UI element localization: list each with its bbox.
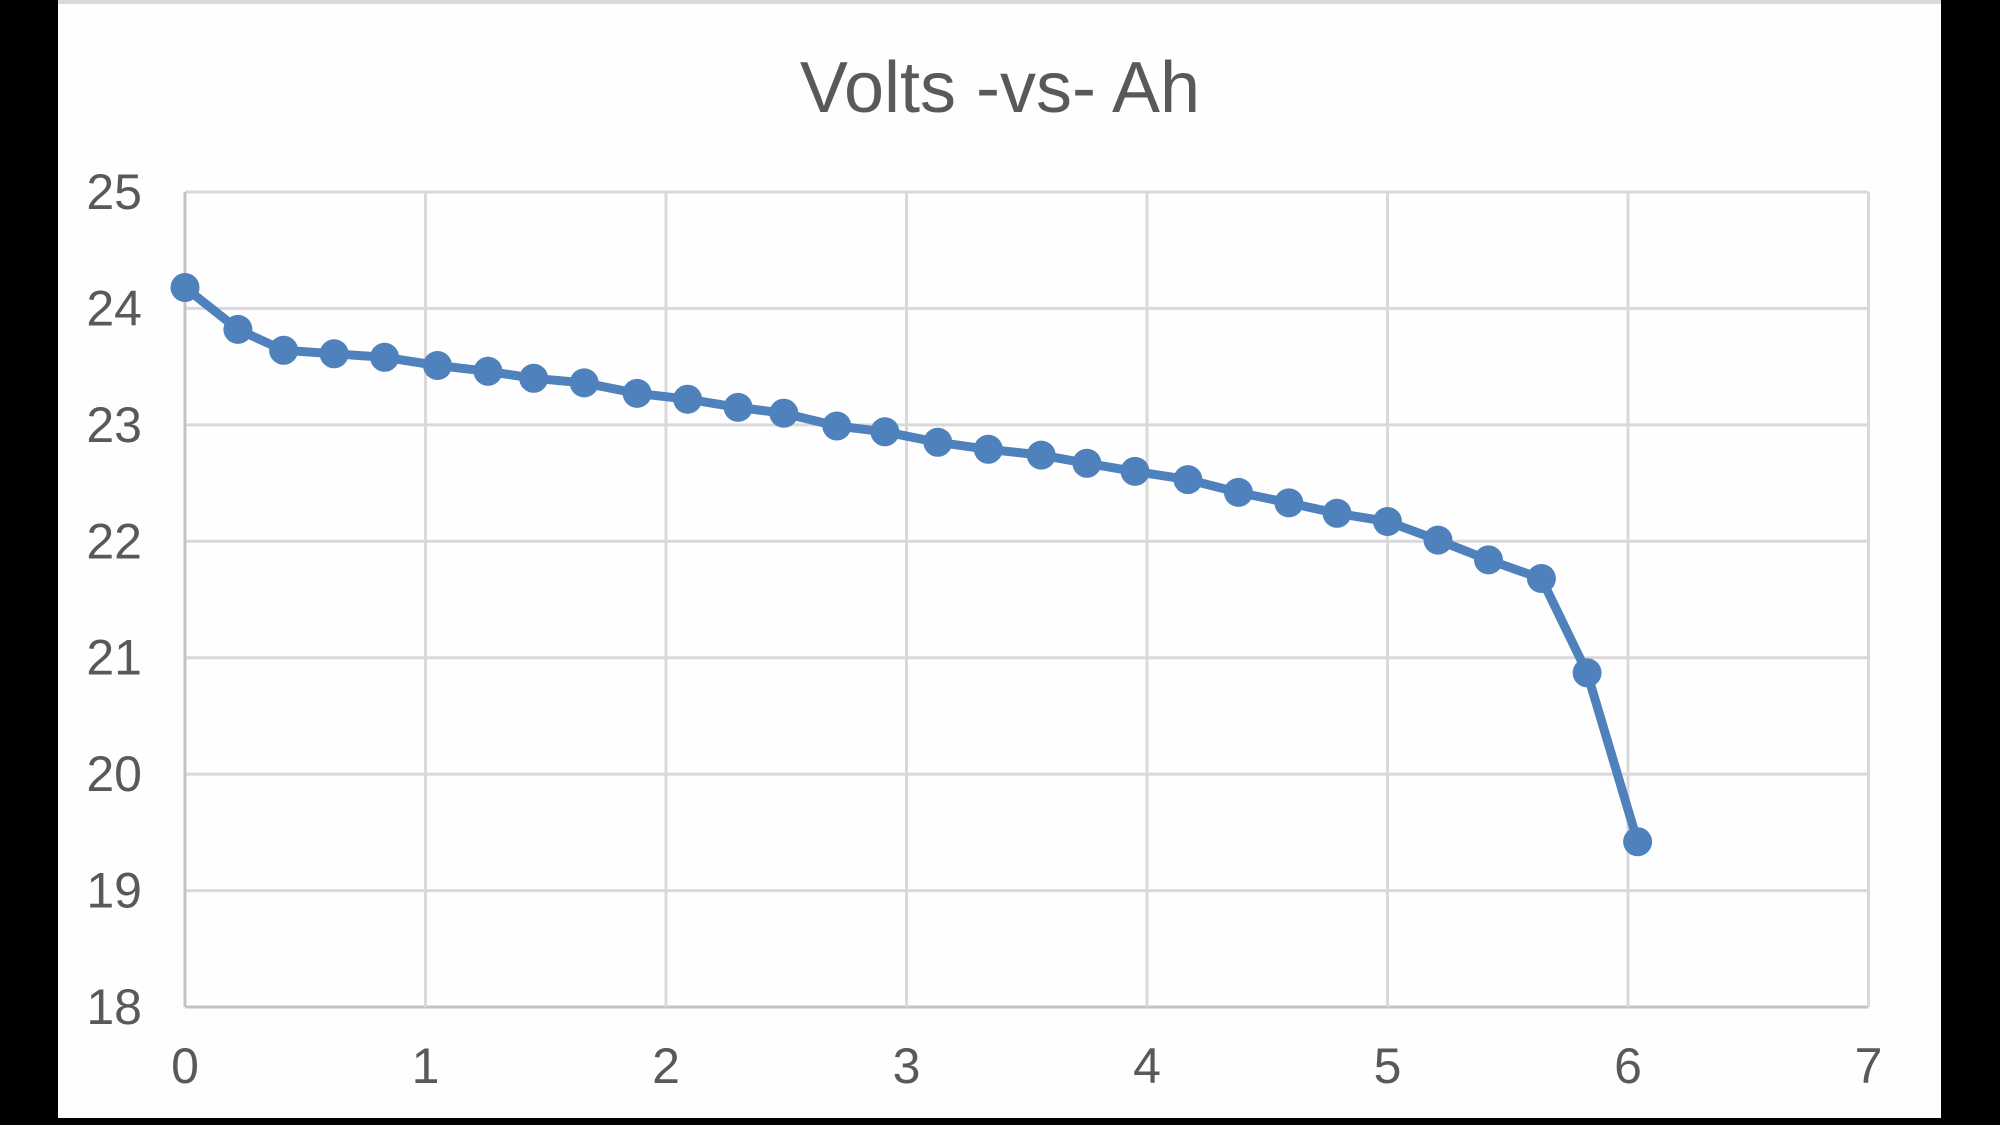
- data-point-27: [1526, 564, 1556, 593]
- data-point-15: [923, 427, 953, 457]
- data-point-26: [1474, 545, 1503, 575]
- data-point-29: [1623, 827, 1653, 857]
- y-tick-label-20: 20: [86, 746, 142, 802]
- data-point-8: [569, 368, 599, 398]
- data-point-14: [870, 417, 900, 447]
- data-point-20: [1173, 465, 1203, 495]
- data-point-21: [1223, 477, 1253, 507]
- data-point-6: [473, 356, 503, 386]
- data-point-5: [423, 351, 452, 380]
- x-tick-label-0: 0: [171, 1038, 199, 1094]
- data-point-22: [1274, 488, 1304, 518]
- data-point-9: [622, 378, 652, 408]
- data-point-1: [223, 314, 253, 344]
- data-point-2: [269, 335, 299, 365]
- data-point-17: [1026, 440, 1056, 470]
- y-tick-label-24: 24: [86, 280, 142, 336]
- data-point-16: [973, 434, 1003, 464]
- x-tick-label-7: 7: [1855, 1038, 1883, 1094]
- y-tick-label-18: 18: [86, 979, 142, 1035]
- data-point-19: [1120, 456, 1150, 486]
- data-point-10: [673, 384, 703, 414]
- data-point-23: [1322, 498, 1352, 528]
- x-tick-label-6: 6: [1614, 1038, 1642, 1094]
- data-point-4: [370, 342, 400, 372]
- data-point-3: [319, 339, 349, 369]
- x-tick-label-4: 4: [1133, 1038, 1161, 1094]
- data-point-28: [1572, 658, 1602, 688]
- data-point-13: [822, 411, 852, 441]
- y-tick-label-25: 25: [86, 164, 142, 220]
- x-tick-label-1: 1: [412, 1038, 440, 1094]
- data-point-25: [1423, 525, 1453, 555]
- chart-canvas: [58, 3, 1941, 1118]
- data-point-24: [1373, 507, 1402, 536]
- y-tick-label-23: 23: [86, 397, 142, 453]
- y-tick-label-22: 22: [86, 513, 142, 569]
- x-tick-label-5: 5: [1374, 1038, 1402, 1094]
- x-tick-label-2: 2: [652, 1038, 680, 1094]
- data-point-18: [1072, 448, 1102, 478]
- y-tick-label-21: 21: [86, 630, 142, 686]
- chart-title: Volts -vs- Ah: [800, 48, 1200, 128]
- gridlines: [183, 190, 1870, 1009]
- y-tick-label-19: 19: [86, 863, 142, 919]
- x-tick-label-3: 3: [893, 1038, 921, 1094]
- data-point-0: [170, 273, 200, 302]
- data-series: [170, 273, 1653, 857]
- data-point-12: [769, 398, 799, 428]
- data-point-7: [519, 363, 549, 393]
- canvas-top-edge: [58, 0, 1941, 4]
- data-point-11: [723, 392, 753, 422]
